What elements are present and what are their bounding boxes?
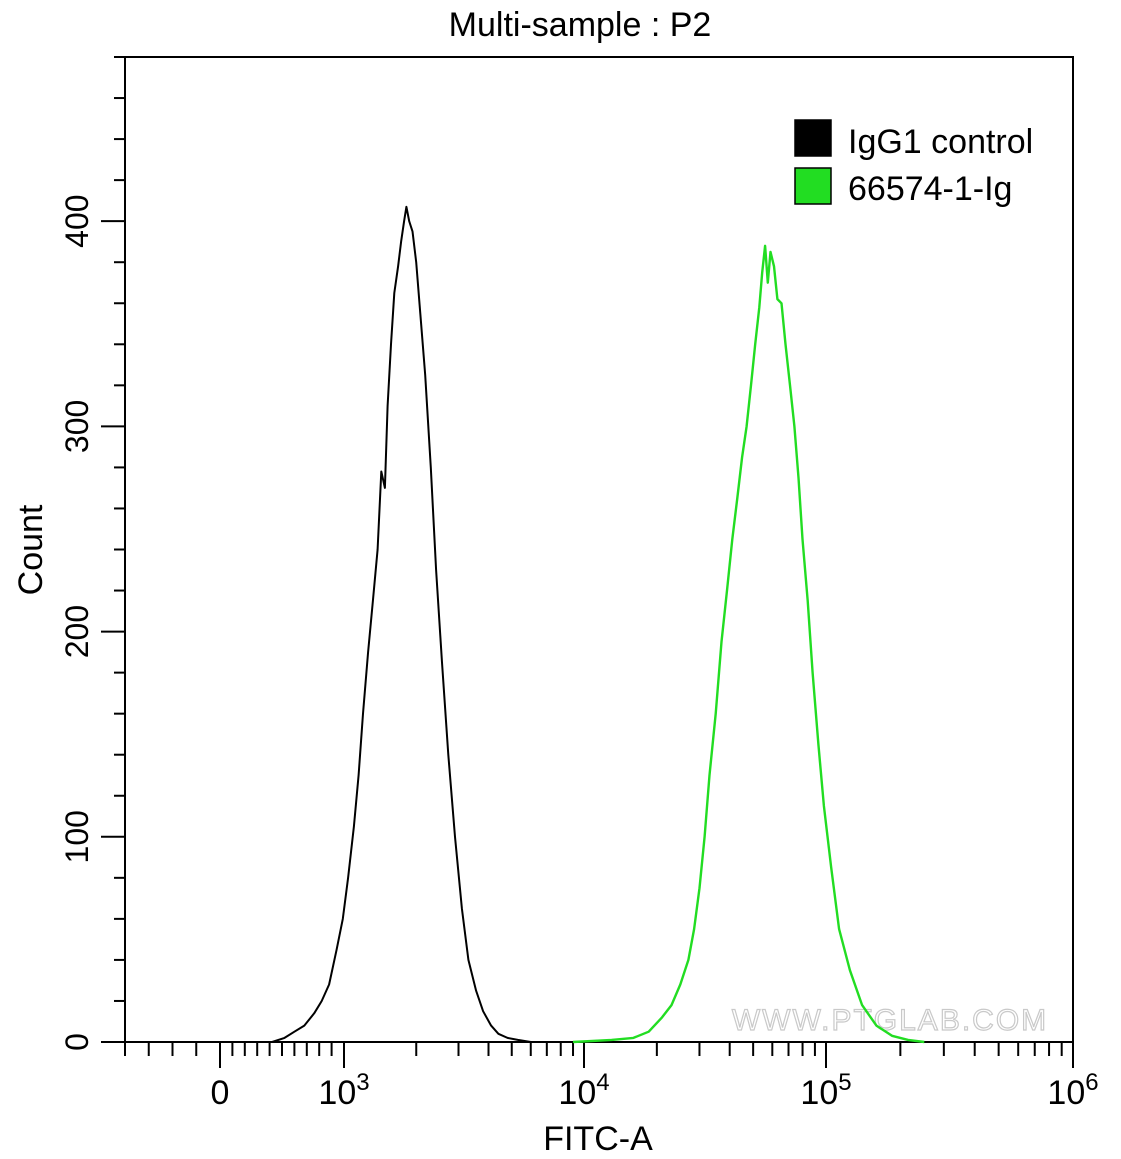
legend-label-igg1-control: IgG1 control: [848, 123, 1033, 161]
chart-title: Multi-sample : P2: [449, 6, 712, 44]
legend-swatch-igg1-control: [794, 119, 832, 157]
legend-swatch-66574-1-ig: [794, 167, 832, 205]
x-tick-label: 104: [558, 1069, 609, 1112]
y-axis-label: Count: [12, 504, 50, 595]
x-axis-label: FITC-A: [543, 1120, 653, 1158]
y-tick-label: 0: [59, 1033, 95, 1051]
x-tick-label: 106: [1047, 1069, 1098, 1112]
legend-label-66574-1-ig: 66574-1-Ig: [848, 170, 1012, 208]
y-minor-ticks: [114, 56, 125, 1002]
y-major-ticks: 0 100 200 300 400: [59, 194, 125, 1051]
x-tick-label: 103: [318, 1069, 369, 1112]
y-tick-label: 300: [59, 400, 95, 453]
y-tick-label: 100: [59, 810, 95, 863]
series-line-igg1-control: [271, 205, 531, 1043]
x-tick-label: 105: [800, 1069, 851, 1112]
watermark: WWW.PTGLAB.COM: [732, 1004, 1048, 1037]
y-tick-label: 400: [59, 194, 95, 247]
legend: IgG1 control 66574-1-Ig: [794, 119, 1033, 208]
y-tick-label: 200: [59, 605, 95, 658]
x-tick-labels: 0 103 104 105 106: [211, 1069, 1099, 1112]
series-line-66574-1-ig: [572, 244, 925, 1044]
x-tick-label: 0: [211, 1074, 230, 1112]
x-axis-ticks: [124, 1042, 1074, 1068]
